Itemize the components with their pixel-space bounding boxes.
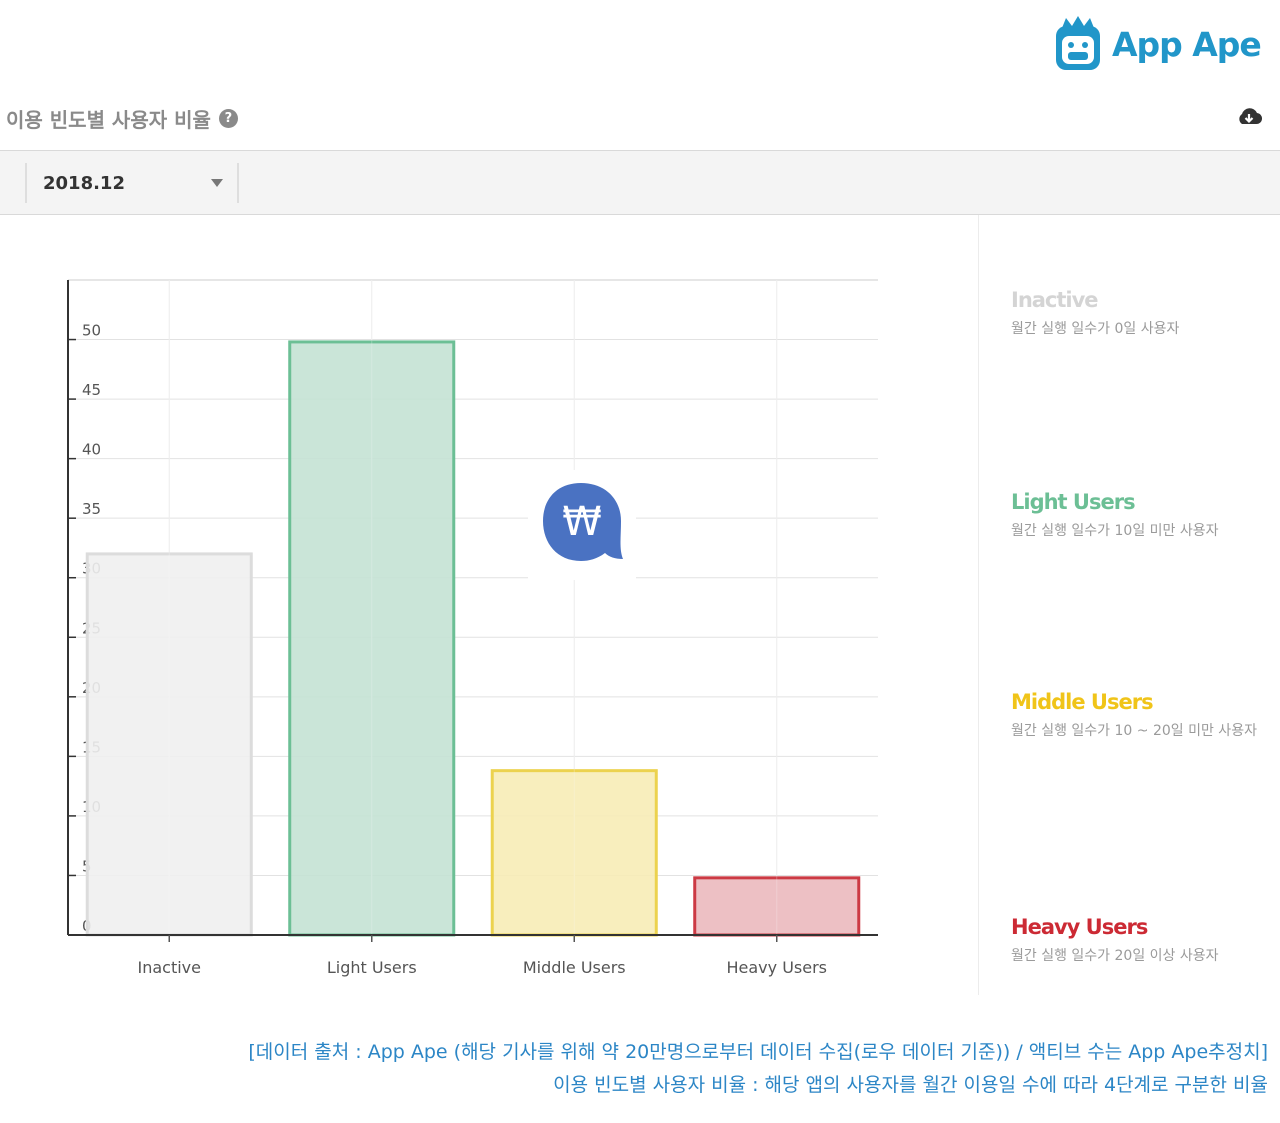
widget-header: 이용 빈도별 사용자 비율 ?: [6, 104, 238, 133]
bar-inactive: [85, 552, 253, 937]
period-dropdown[interactable]: 2018.12: [25, 163, 239, 203]
source-caption-line-1: [데이터 출처 : App Ape (해당 기사를 위해 약 20만명으로부터 …: [248, 1041, 1268, 1063]
won-watermark: ₩: [528, 470, 636, 580]
x-tick-label: Light Users: [327, 958, 417, 977]
x-tick-label: Heavy Users: [726, 958, 827, 977]
legend-title-heavy: Heavy Users: [1011, 915, 1148, 939]
legend-desc-heavy: 월간 실행 일수가 20일 이상 사용자: [1011, 948, 1219, 964]
legend-divider: [978, 215, 979, 995]
legend-item-middle: Middle Users 월간 실행 일수가 10 ~ 20일 미만 사용자: [1011, 690, 1261, 742]
period-value: 2018.12: [43, 172, 125, 194]
y-tick-label: 45: [82, 381, 101, 399]
y-tick-label: 40: [82, 441, 101, 459]
x-tick-label: Inactive: [138, 958, 202, 977]
legend-desc-middle: 월간 실행 일수가 10 ~ 20일 미만 사용자: [1011, 723, 1257, 739]
widget-title: 이용 빈도별 사용자 비율: [6, 108, 211, 132]
ape-face-icon: [1056, 16, 1100, 70]
help-icon[interactable]: ?: [218, 109, 238, 128]
caret-down-icon[interactable]: [211, 179, 223, 187]
legend-desc-inactive: 월간 실행 일수가 0일 사용자: [1011, 321, 1180, 337]
bar-middle-users: [490, 769, 658, 937]
x-tick-label: Middle Users: [523, 958, 626, 977]
brand-name: App Ape: [1112, 24, 1262, 64]
y-tick-label: 35: [82, 500, 101, 518]
legend-item-heavy: Heavy Users 월간 실행 일수가 20일 이상 사용자: [1011, 915, 1261, 967]
legend-item-light: Light Users 월간 실행 일수가 10일 미만 사용자: [1011, 490, 1261, 542]
source-caption: [데이터 출처 : App Ape (해당 기사를 위해 약 20만명으로부터 …: [248, 1036, 1268, 1102]
filter-toolbar: 2018.12: [0, 150, 1280, 215]
y-tick-label: 50: [82, 322, 101, 340]
usage-frequency-bar-chart: 05101520253035404550InactiveLight UsersM…: [67, 279, 878, 977]
source-caption-line-2: 이용 빈도별 사용자 비율 : 해당 앱의 사용자를 월간 이용일 수에 따라 …: [553, 1074, 1268, 1096]
legend-title-inactive: Inactive: [1011, 288, 1099, 312]
legend-title-middle: Middle Users: [1011, 690, 1154, 714]
app-ape-logo: App Ape: [1052, 14, 1262, 74]
won-symbol: ₩: [562, 499, 602, 545]
legend-item-inactive: Inactive 월간 실행 일수가 0일 사용자: [1011, 288, 1261, 340]
cloud-download-icon[interactable]: [1236, 106, 1262, 128]
won-speech-bubble-icon: ₩: [543, 483, 623, 561]
legend-title-light: Light Users: [1011, 490, 1136, 514]
legend-desc-light: 월간 실행 일수가 10일 미만 사용자: [1011, 523, 1219, 539]
